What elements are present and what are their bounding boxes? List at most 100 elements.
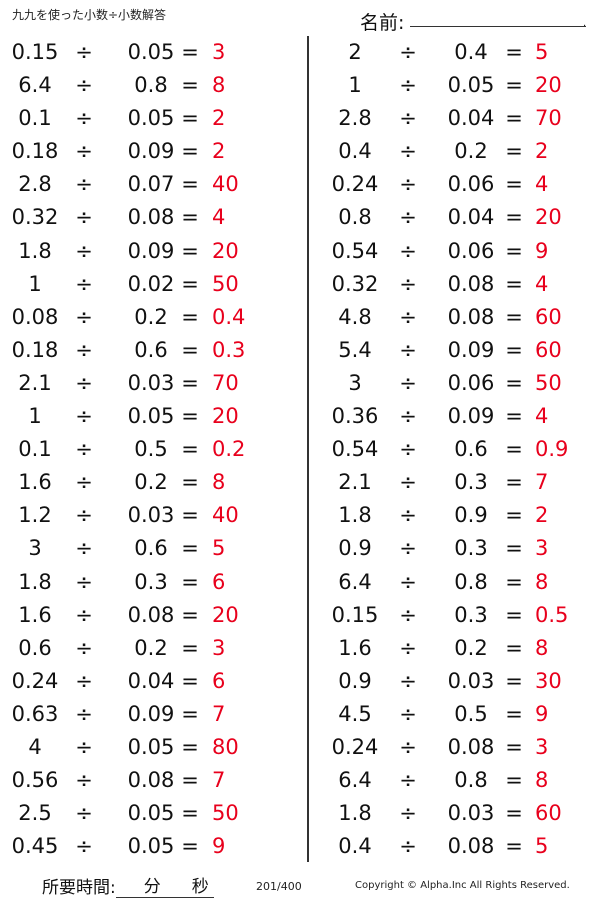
problem-row: 1.6 ÷ 0.2 = 8 bbox=[0, 466, 300, 499]
divide-sign: ÷ bbox=[399, 536, 417, 561]
problem-row: 0.54 ÷ 0.06 = 9 bbox=[320, 235, 600, 268]
divide-sign: ÷ bbox=[75, 304, 93, 329]
column-divider bbox=[307, 36, 309, 862]
answer: 8 bbox=[535, 635, 549, 660]
divisor: 0.04 bbox=[447, 106, 495, 131]
problem-row: 1.2 ÷ 0.03 = 40 bbox=[0, 499, 300, 532]
divide-sign: ÷ bbox=[75, 569, 93, 594]
equals-sign: = bbox=[181, 470, 199, 495]
problem-row: 0.32 ÷ 0.08 = 4 bbox=[0, 201, 300, 234]
answer: 60 bbox=[535, 304, 562, 329]
divide-sign: ÷ bbox=[399, 40, 417, 64]
equals-sign: = bbox=[505, 370, 523, 395]
answer: 2 bbox=[535, 139, 549, 164]
problem-row: 0.1 ÷ 0.05 = 2 bbox=[0, 102, 300, 135]
divide-sign: ÷ bbox=[399, 734, 417, 759]
equals-sign: = bbox=[505, 635, 523, 660]
dividend: 5.4 bbox=[338, 337, 372, 362]
dividend: 6.4 bbox=[338, 569, 372, 594]
dividend: 1.2 bbox=[18, 503, 52, 528]
equals-sign: = bbox=[505, 701, 523, 726]
divisor: 0.3 bbox=[454, 536, 488, 561]
problem-row: 6.4 ÷ 0.8 = 8 bbox=[320, 764, 600, 797]
answer: 50 bbox=[212, 801, 239, 826]
divide-sign: ÷ bbox=[75, 768, 93, 793]
problem-row: 3 ÷ 0.06 = 50 bbox=[320, 367, 600, 400]
equals-sign: = bbox=[505, 404, 523, 429]
divide-sign: ÷ bbox=[399, 503, 417, 528]
divide-sign: ÷ bbox=[75, 470, 93, 495]
divisor: 0.07 bbox=[127, 172, 175, 197]
equals-sign: = bbox=[505, 602, 523, 627]
problem-row: 0.4 ÷ 0.2 = 2 bbox=[320, 135, 600, 168]
answer: 3 bbox=[212, 40, 226, 64]
equals-sign: = bbox=[181, 437, 199, 462]
problem-row: 0.24 ÷ 0.06 = 4 bbox=[320, 168, 600, 201]
answer: 5 bbox=[212, 536, 226, 561]
equals-sign: = bbox=[505, 801, 523, 826]
divide-sign: ÷ bbox=[75, 701, 93, 726]
problem-row: 2.1 ÷ 0.03 = 70 bbox=[0, 367, 300, 400]
divide-sign: ÷ bbox=[399, 337, 417, 362]
answer: 3 bbox=[212, 635, 226, 660]
dividend: 2.5 bbox=[18, 801, 52, 826]
divide-sign: ÷ bbox=[399, 701, 417, 726]
minutes-unit: 分 bbox=[143, 877, 161, 897]
equals-sign: = bbox=[181, 304, 199, 329]
divisor: 0.05 bbox=[127, 734, 175, 759]
answer: 20 bbox=[212, 602, 239, 627]
divisor: 0.03 bbox=[447, 668, 495, 693]
dividend: 0.45 bbox=[11, 834, 59, 859]
answer: 7 bbox=[212, 701, 226, 726]
time-taken-label: 所要時間: bbox=[42, 878, 116, 898]
problem-row: 1 ÷ 0.05 = 20 bbox=[0, 400, 300, 433]
divide-sign: ÷ bbox=[75, 139, 93, 164]
divide-sign: ÷ bbox=[399, 73, 417, 98]
answer: 5 bbox=[535, 834, 549, 859]
divide-sign: ÷ bbox=[399, 470, 417, 495]
equals-sign: = bbox=[505, 337, 523, 362]
answer: 2 bbox=[535, 503, 549, 528]
problem-row: 3 ÷ 0.6 = 5 bbox=[0, 532, 300, 565]
answer: 4 bbox=[212, 205, 226, 230]
dividend: 1.6 bbox=[338, 635, 372, 660]
divide-sign: ÷ bbox=[399, 801, 417, 826]
dividend: 0.9 bbox=[338, 536, 372, 561]
problem-row: 1.6 ÷ 0.2 = 8 bbox=[320, 632, 600, 665]
divide-sign: ÷ bbox=[75, 404, 93, 429]
divisor: 0.09 bbox=[127, 139, 175, 164]
divide-sign: ÷ bbox=[75, 437, 93, 462]
answer: 6 bbox=[212, 668, 226, 693]
divide-sign: ÷ bbox=[399, 238, 417, 263]
equals-sign: = bbox=[505, 172, 523, 197]
dividend: 6.4 bbox=[338, 768, 372, 793]
equals-sign: = bbox=[505, 238, 523, 263]
dividend: 1.8 bbox=[338, 801, 372, 826]
divisor: 0.08 bbox=[127, 602, 175, 627]
divisor: 0.3 bbox=[134, 569, 168, 594]
equals-sign: = bbox=[181, 205, 199, 230]
equals-sign: = bbox=[505, 106, 523, 131]
divide-sign: ÷ bbox=[75, 73, 93, 98]
answer: 8 bbox=[212, 73, 226, 98]
divisor: 0.08 bbox=[447, 304, 495, 329]
dividend: 4 bbox=[28, 734, 42, 759]
problem-row: 0.24 ÷ 0.08 = 3 bbox=[320, 731, 600, 764]
divisor: 0.05 bbox=[127, 801, 175, 826]
page-number: 201/400 bbox=[256, 880, 302, 893]
divide-sign: ÷ bbox=[75, 271, 93, 296]
problem-row: 2.5 ÷ 0.05 = 50 bbox=[0, 797, 300, 830]
answer: 9 bbox=[212, 834, 226, 859]
divisor: 0.3 bbox=[454, 602, 488, 627]
right-problem-column: 2 ÷ 0.4 = 5 1 ÷ 0.05 = 20 2.8 ÷ 0.04 = 70 0.4 ÷ 0.2 = 2 0.24… bbox=[320, 36, 600, 863]
divide-sign: ÷ bbox=[399, 205, 417, 230]
name-field-line bbox=[410, 26, 586, 27]
equals-sign: = bbox=[181, 668, 199, 693]
worksheet-title: 九九を使った小数÷小数解答 bbox=[12, 8, 167, 22]
answer: 20 bbox=[212, 238, 239, 263]
divide-sign: ÷ bbox=[75, 602, 93, 627]
answer: 50 bbox=[212, 271, 239, 296]
name-line-end-dot: . bbox=[583, 18, 587, 29]
equals-sign: = bbox=[181, 370, 199, 395]
dividend: 0.15 bbox=[11, 40, 59, 64]
